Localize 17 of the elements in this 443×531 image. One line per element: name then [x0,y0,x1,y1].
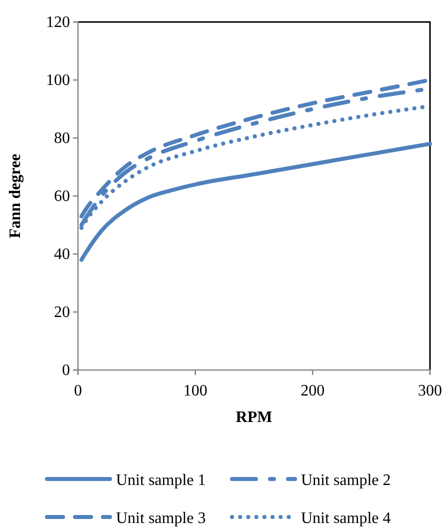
y-tick-label: 40 [54,246,70,264]
y-tick-label: 80 [54,130,70,148]
x-axis-title: RPM [236,409,272,426]
x-tick-label: 200 [300,382,325,400]
legend-label: Unit sample 4 [301,510,391,527]
y-tick-label: 0 [62,362,70,380]
legend-label: Unit sample 1 [116,472,206,489]
x-tick-label: 300 [418,382,442,400]
y-axis-title: Fann degree [7,154,24,238]
legend-label: Unit sample 3 [116,510,206,527]
legend-label: Unit sample 2 [301,472,391,489]
y-tick-label: 100 [46,72,70,90]
x-tick-label: 0 [74,382,82,400]
y-tick-label: 60 [54,188,70,206]
y-tick-label: 120 [46,14,70,32]
x-tick-label: 100 [183,382,208,400]
y-tick-label: 20 [54,304,70,322]
